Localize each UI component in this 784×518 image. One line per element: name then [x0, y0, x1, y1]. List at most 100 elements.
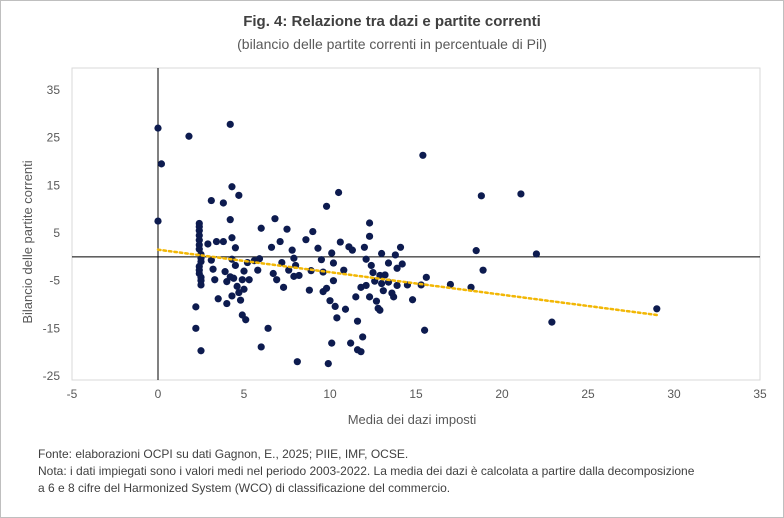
data-point	[372, 297, 381, 305]
data-point	[219, 199, 227, 207]
data-point	[393, 281, 401, 290]
method-note-line-1: Nota: i dati impiegati sono i valori med…	[38, 464, 695, 478]
data-point	[226, 120, 234, 128]
x-tick-label: 10	[323, 387, 337, 401]
data-point	[362, 281, 370, 290]
data-point	[328, 339, 336, 347]
data-point	[238, 276, 246, 284]
data-point	[477, 192, 485, 200]
data-point	[231, 244, 239, 252]
data-point	[396, 243, 405, 251]
data-point	[335, 188, 343, 197]
data-point	[336, 238, 344, 246]
x-axis-label: Media dei dazi imposti	[348, 412, 477, 427]
data-point	[283, 225, 291, 233]
data-point	[367, 261, 375, 270]
data-point	[309, 227, 317, 236]
data-point	[329, 277, 338, 285]
data-point	[245, 276, 253, 284]
data-points	[154, 120, 661, 368]
data-point	[362, 255, 370, 263]
data-point	[207, 196, 215, 205]
x-tick-label: 15	[409, 387, 423, 401]
data-point	[273, 276, 281, 284]
data-point	[212, 237, 221, 246]
data-point	[154, 217, 162, 225]
data-point	[352, 293, 360, 301]
data-point	[154, 124, 162, 132]
data-point	[302, 236, 310, 244]
data-point	[357, 348, 365, 356]
data-point	[369, 268, 377, 277]
data-point	[408, 296, 417, 304]
x-tick-label: 30	[667, 387, 681, 401]
data-point	[228, 292, 236, 300]
data-point	[226, 216, 234, 224]
data-point	[271, 215, 279, 223]
data-point	[314, 244, 322, 252]
data-point	[467, 283, 475, 291]
data-point	[365, 293, 374, 301]
data-point	[192, 324, 200, 332]
data-point	[295, 271, 303, 280]
data-point	[326, 297, 334, 305]
data-point	[322, 202, 331, 210]
data-point	[348, 246, 356, 254]
y-tick-label: -25	[43, 369, 61, 383]
y-tick-label: 25	[47, 131, 61, 145]
data-point	[391, 251, 399, 259]
x-tick-label: 35	[753, 387, 767, 401]
trendline	[156, 248, 659, 317]
data-point	[421, 326, 429, 334]
y-tick-label: -15	[43, 321, 61, 335]
data-point	[235, 288, 243, 297]
x-tick-label: 5	[241, 387, 248, 401]
data-point	[197, 347, 205, 355]
data-point	[231, 261, 239, 270]
data-point	[333, 314, 341, 322]
data-point	[242, 316, 250, 324]
data-point	[279, 283, 288, 291]
data-point	[331, 302, 339, 311]
chart-title: Fig. 4: Relazione tra dazi e partite cor…	[243, 13, 541, 30]
data-point	[347, 339, 355, 347]
data-point	[264, 324, 272, 332]
data-point	[233, 282, 241, 290]
data-point	[419, 151, 427, 159]
data-point	[384, 259, 393, 267]
y-tick-labels: 35 25 15 5 -5 -15 -25	[43, 83, 61, 383]
data-point	[235, 191, 243, 199]
data-point	[276, 237, 284, 246]
data-point	[192, 303, 200, 311]
y-tick-label: 15	[47, 178, 61, 192]
data-point	[185, 132, 193, 140]
data-point	[257, 224, 265, 232]
y-tick-label: 5	[53, 226, 60, 240]
x-tick-labels: -5 0 5 10 15 20 25 30 35	[67, 387, 767, 401]
data-point	[390, 293, 398, 301]
y-axis-label: Bilancio delle partite correnti	[20, 160, 35, 323]
data-point	[228, 183, 236, 191]
data-point	[157, 160, 166, 168]
data-point	[197, 281, 205, 289]
x-tick-label: 20	[495, 387, 509, 401]
data-point	[479, 266, 487, 274]
data-point	[360, 243, 368, 251]
data-point	[532, 250, 541, 258]
data-point	[209, 265, 217, 273]
data-point	[221, 268, 229, 276]
data-point	[472, 247, 480, 255]
data-point	[207, 256, 215, 264]
data-point	[228, 234, 236, 242]
data-point	[376, 271, 384, 280]
data-point	[422, 273, 430, 281]
data-point	[214, 295, 222, 303]
data-point	[257, 343, 265, 351]
data-point	[240, 285, 248, 293]
data-point	[548, 318, 556, 326]
data-point	[359, 333, 367, 341]
data-point	[653, 305, 661, 313]
x-tick-label: 25	[581, 387, 595, 401]
